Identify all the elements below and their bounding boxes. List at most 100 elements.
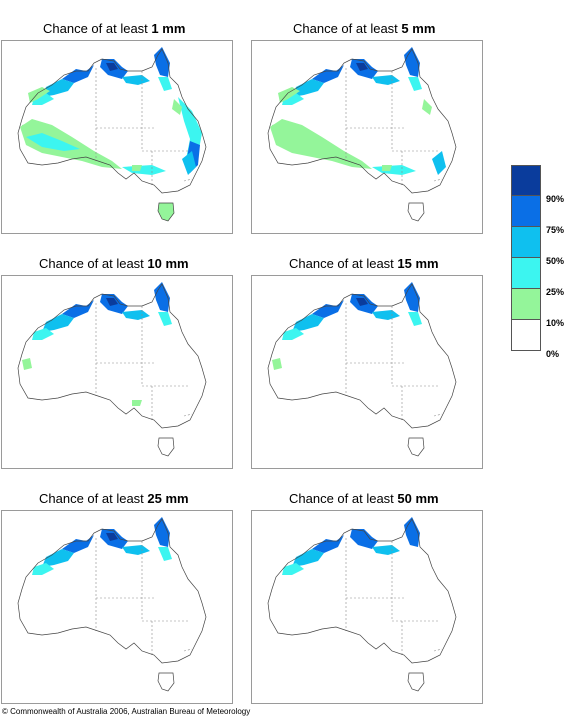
map-panel-1mm bbox=[1, 40, 233, 234]
probability-region bbox=[158, 77, 172, 91]
probability-region bbox=[382, 165, 392, 171]
probability-region bbox=[282, 563, 304, 575]
probability-region bbox=[372, 310, 400, 320]
panel-title-10mm: Chance of at least 10 mm bbox=[39, 256, 189, 271]
probability-region bbox=[172, 99, 182, 115]
coastline bbox=[17, 48, 207, 194]
probability-region bbox=[278, 87, 300, 103]
australia-map bbox=[267, 47, 457, 222]
panel-title-15mm: Chance of at least 15 mm bbox=[289, 256, 439, 271]
title-amount: 5 mm bbox=[401, 21, 436, 36]
map-panel-5mm bbox=[251, 40, 483, 234]
state-border bbox=[183, 648, 193, 652]
australia-map bbox=[17, 517, 207, 692]
australia-map bbox=[17, 47, 207, 222]
coastline bbox=[267, 518, 457, 664]
probability-region bbox=[122, 545, 150, 555]
panel-title-50mm: Chance of at least 50 mm bbox=[289, 491, 439, 506]
probability-region bbox=[28, 87, 50, 103]
australia-map bbox=[267, 517, 457, 692]
probability-region bbox=[32, 328, 54, 340]
legend-swatch-10 bbox=[511, 289, 541, 320]
legend-color-bar bbox=[511, 165, 541, 351]
probability-region bbox=[312, 65, 344, 83]
tasmania bbox=[157, 202, 175, 222]
probability-region bbox=[42, 79, 74, 97]
probability-region bbox=[132, 400, 142, 406]
probability-region bbox=[312, 300, 344, 318]
probability-region bbox=[20, 119, 122, 169]
state-border bbox=[183, 178, 193, 182]
state-border bbox=[433, 413, 443, 417]
title-prefix: Chance of at least bbox=[293, 21, 398, 36]
map-panel-10mm bbox=[1, 275, 233, 469]
probability-region bbox=[282, 328, 304, 340]
probability-region bbox=[272, 358, 282, 370]
probability-region bbox=[22, 358, 32, 370]
probability-region bbox=[350, 529, 378, 549]
title-amount: 1 mm bbox=[151, 21, 186, 36]
probability-region bbox=[42, 314, 74, 332]
probability-region bbox=[182, 151, 196, 175]
panel-title-25mm: Chance of at least 25 mm bbox=[39, 491, 189, 506]
probability-region bbox=[62, 535, 94, 553]
tasmania bbox=[157, 672, 175, 692]
coastline bbox=[267, 48, 457, 194]
probability-region bbox=[106, 533, 118, 541]
legend-label-50: 50% bbox=[546, 256, 565, 266]
probability-region bbox=[32, 563, 54, 575]
probability-region bbox=[22, 123, 32, 135]
probability-region bbox=[292, 314, 324, 332]
probability-region bbox=[292, 549, 324, 567]
probability-region bbox=[272, 123, 282, 135]
coastline bbox=[17, 518, 207, 664]
title-prefix: Chance of at least bbox=[289, 256, 394, 271]
probability-region bbox=[62, 65, 94, 83]
probability-region bbox=[158, 312, 172, 326]
probability-region bbox=[312, 535, 344, 553]
probability-region bbox=[292, 79, 324, 97]
title-prefix: Chance of at least bbox=[39, 256, 144, 271]
map-panel-25mm bbox=[1, 510, 233, 704]
legend-swatch-75 bbox=[511, 196, 541, 227]
probability-region bbox=[422, 99, 432, 115]
map-panel-15mm bbox=[251, 275, 483, 469]
title-amount: 15 mm bbox=[397, 256, 439, 271]
legend-swatch-50 bbox=[511, 227, 541, 258]
probability-region bbox=[158, 547, 172, 561]
legend-swatch-90 bbox=[511, 165, 541, 196]
tasmania bbox=[407, 202, 425, 222]
legend-swatch-0 bbox=[511, 320, 541, 351]
probability-region bbox=[42, 549, 74, 567]
title-amount: 25 mm bbox=[147, 491, 189, 506]
title-amount: 10 mm bbox=[147, 256, 189, 271]
australia-map bbox=[267, 282, 457, 457]
legend-label-10: 10% bbox=[546, 318, 565, 328]
probability-region bbox=[122, 75, 150, 85]
legend-swatch-25 bbox=[511, 258, 541, 289]
map-panel-50mm bbox=[251, 510, 483, 704]
tasmania bbox=[407, 672, 425, 692]
probability-region bbox=[132, 165, 142, 171]
probability-region bbox=[356, 63, 368, 71]
probability-region bbox=[356, 298, 368, 306]
title-prefix: Chance of at least bbox=[39, 491, 144, 506]
title-prefix: Chance of at least bbox=[289, 491, 394, 506]
probability-region bbox=[372, 75, 400, 85]
state-border bbox=[433, 178, 443, 182]
legend-label-90: 90% bbox=[546, 194, 565, 204]
coastline bbox=[17, 283, 207, 429]
coastline bbox=[267, 283, 457, 429]
tasmania bbox=[157, 437, 175, 457]
title-amount: 50 mm bbox=[397, 491, 439, 506]
probability-region bbox=[62, 300, 94, 318]
panel-title-5mm: Chance of at least 5 mm bbox=[293, 21, 435, 36]
probability-region bbox=[432, 151, 446, 175]
panel-title-1mm: Chance of at least 1 mm bbox=[43, 21, 185, 36]
copyright-notice: © Commonwealth of Australia 2006, Austra… bbox=[2, 707, 251, 716]
state-border bbox=[433, 648, 443, 652]
probability-region bbox=[270, 119, 372, 169]
probability-region bbox=[106, 63, 118, 71]
australia-map bbox=[17, 282, 207, 457]
probability-region bbox=[106, 298, 118, 306]
